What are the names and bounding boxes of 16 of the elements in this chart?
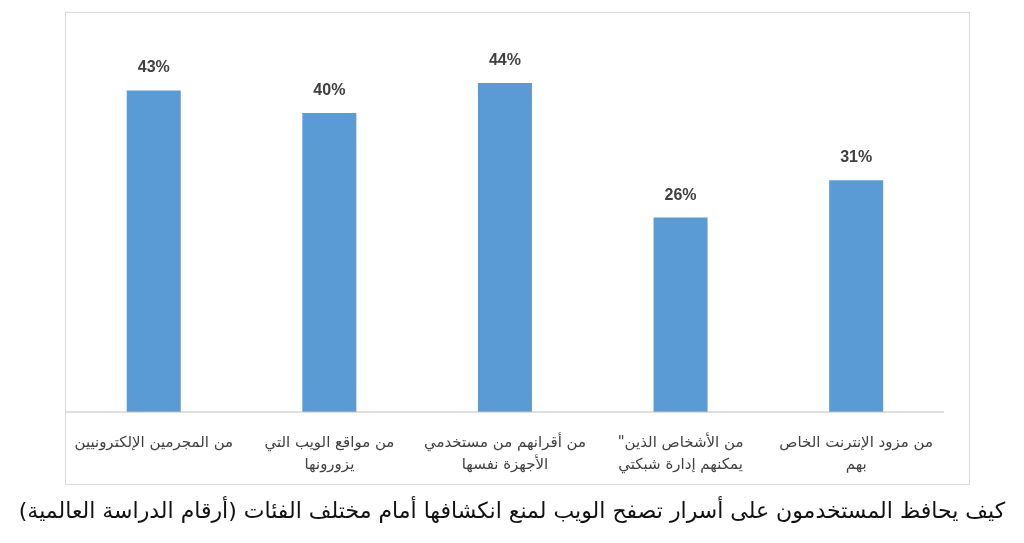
data-label: 44% bbox=[488, 51, 521, 68]
x-tick-label: "من الأشخاص الذين يمكنهم إدارة شبكتي bbox=[617, 432, 744, 474]
x-tick-label: من المجرمين الإلكترونيين bbox=[74, 433, 234, 451]
data-label: 43% bbox=[137, 58, 170, 76]
bar bbox=[302, 112, 357, 412]
bar bbox=[653, 217, 708, 412]
bar bbox=[477, 83, 532, 412]
data-label: 31% bbox=[840, 148, 873, 166]
text: كيف يحافظ المستخدمون على أسرار تصفح الويب لمنع انكشافها أمام مختلف الفئات (أرقام الدراسة العالمية) bbox=[17, 498, 1007, 523]
x-tick-label: من مواقع الويب التي يزورونها bbox=[264, 433, 395, 473]
bar bbox=[829, 180, 884, 412]
x-tick-label: من مزود الإنترنت الخاص بهم bbox=[779, 433, 934, 473]
bar bbox=[126, 90, 181, 412]
data-label: 40% bbox=[313, 80, 346, 98]
data-label: 26% bbox=[664, 185, 697, 203]
x-tick-label: من أقرانهم من مستخدمي الأجهزة نفسها bbox=[423, 432, 587, 473]
